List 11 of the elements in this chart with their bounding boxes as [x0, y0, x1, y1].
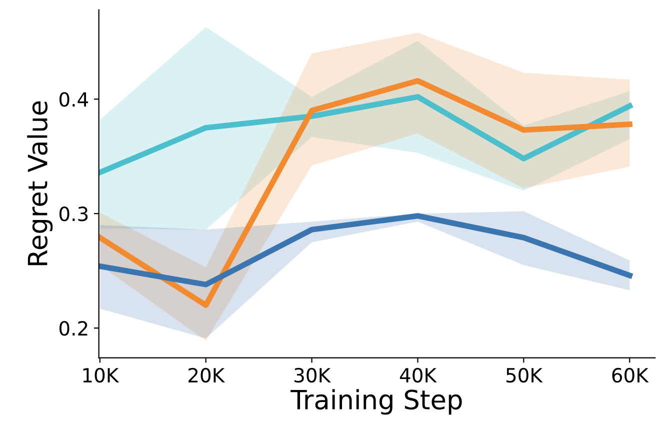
x-tick-label: 60K [612, 368, 649, 383]
x-tick-label: 30K [294, 368, 331, 383]
y-tick-label: 0.2 [59, 321, 88, 336]
x-axis-title: Training Step [290, 389, 462, 415]
x-tick-label: 10K [83, 368, 120, 383]
x-tick-label: 50K [506, 368, 543, 383]
y-tick-label: 0.4 [59, 92, 88, 107]
y-tick-label: 0.3 [59, 206, 88, 222]
x-tick-label: 40K [400, 368, 437, 383]
y-axis-title: Regret Value [27, 101, 53, 266]
x-tick-label: 20K [188, 368, 226, 383]
